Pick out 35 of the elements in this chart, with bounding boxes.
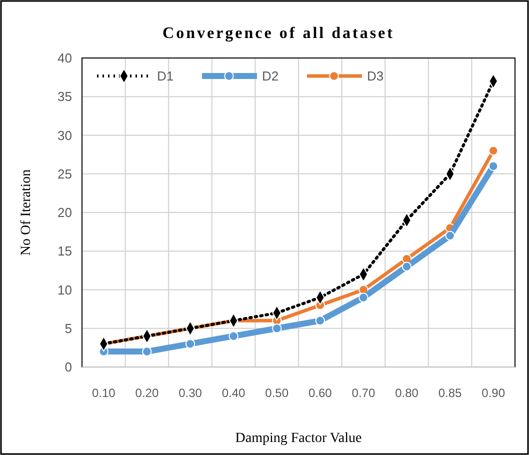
y-tick-label: 35 (58, 89, 72, 104)
x-tick-label: 0.90 (482, 386, 506, 400)
point (272, 324, 282, 334)
x-tick-label: 0.60 (308, 386, 332, 400)
y-tick-label: 10 (58, 282, 72, 298)
y-tick-label: 0 (64, 360, 72, 375)
x-tick-label: 0.40 (222, 386, 246, 400)
x-axis-title: Damping Factor Value (235, 431, 362, 446)
legend-label: D1 (157, 68, 174, 84)
y-tick-label: 30 (58, 128, 72, 143)
x-tick-label: 0.50 (265, 386, 289, 400)
point (402, 262, 412, 272)
point (228, 331, 238, 341)
point (185, 338, 196, 349)
x-tick-label: 0.70 (352, 386, 376, 400)
y-tick-label: 25 (58, 166, 72, 182)
y-axis-title: No Of Iteration (19, 169, 34, 256)
point (488, 146, 498, 156)
point (142, 346, 152, 356)
x-tick-label: 0.20 (135, 386, 159, 400)
x-tick-label: 0.80 (395, 386, 419, 400)
point (315, 316, 326, 326)
y-tick-label: 40 (58, 50, 72, 66)
legend-label: D2 (262, 68, 279, 84)
y-tick-label: 5 (64, 320, 72, 336)
x-tick-label: 0.30 (178, 386, 202, 400)
y-tick-label: 15 (58, 244, 72, 259)
point (488, 161, 498, 172)
legend-label: D3 (367, 68, 384, 84)
point (358, 292, 368, 302)
chart-title: Convergence of all dataset (162, 25, 394, 42)
y-tick-label: 20 (58, 205, 72, 220)
x-tick-label: 0.10 (92, 386, 116, 400)
point (445, 230, 455, 241)
x-tick-label: 0.85 (438, 386, 462, 400)
